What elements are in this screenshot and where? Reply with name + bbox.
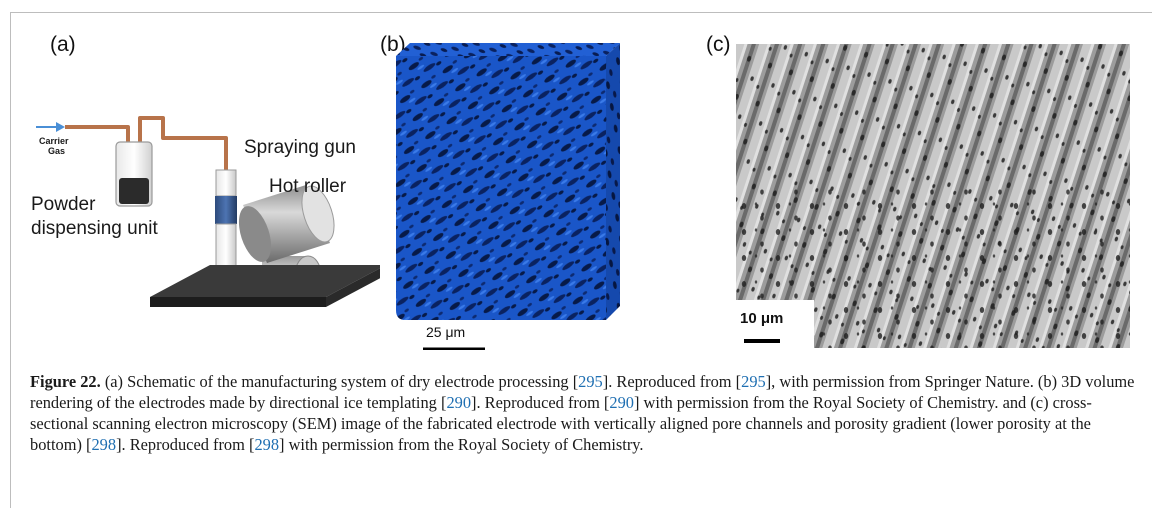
spraying-gun-label: Spraying gun [244,137,356,158]
panel-b-3d-rendering: (b) 25 μm [380,30,730,350]
citation-link[interactable]: 290 [609,393,634,412]
caption-text: ]. Reproduced from [ [602,372,742,391]
figure-caption: Figure 22. (a) Schematic of the manufact… [30,371,1140,455]
figure-frame-left [10,12,11,508]
cube-front-face [396,56,606,320]
dry-electrode-schematic [36,116,380,307]
cube-side-face [606,43,620,320]
carrier-gas-label: Carrier Gas [39,136,69,156]
electrode-sheet [150,265,380,307]
cube-top-face [396,43,620,56]
hot-roller [238,185,335,263]
powder-dispensing-unit-label: Powder dispensing unit [31,193,158,241]
carrier-gas-label-line2: Gas [48,146,66,156]
caption-text: (a) Schematic of the manufacturing syste… [100,372,579,391]
spraying-gun [215,169,237,293]
powder-dispensing-jar [115,141,153,207]
panel-c-sem-image: 10 μm [736,44,1130,348]
hot-roller-label: Hot roller [269,176,347,197]
porous-volume-rendering [396,43,620,350]
carrier-gas-arrow [36,122,65,132]
sem-micrograph [736,44,1130,348]
citation-link[interactable]: 290 [446,393,472,412]
citation-link[interactable]: 295 [741,372,766,391]
panel-a-schematic: (a) [30,30,380,350]
powder-label-line2: dispensing unit [31,218,158,239]
carrier-gas-label-line1: Carrier [39,136,69,146]
citation-link[interactable]: 298 [254,435,280,454]
panel-c-label: (c) [706,33,731,56]
citation-link[interactable]: 298 [91,435,117,454]
figure-label: Figure 22. [30,372,101,391]
caption-text: ] with permission from the Royal Society… [279,435,644,454]
caption-text: ]. Reproduced from [ [471,393,610,412]
caption-text: ] with permission from the Royal Society… [30,393,1092,454]
scale-bar-b-label: 25 μm [426,324,466,340]
citation-link[interactable]: 295 [578,372,603,391]
scale-bar-c-label: 10 μm [740,310,784,327]
figure-frame-top [10,12,1152,13]
caption-text: ], with permission from Springer Nature.… [30,372,1135,412]
panel-b-label: (b) [380,33,406,56]
caption-text: ]. Reproduced from [ [116,435,255,454]
powder-label-line1: Powder [31,194,96,215]
panel-a-label: (a) [50,33,76,56]
